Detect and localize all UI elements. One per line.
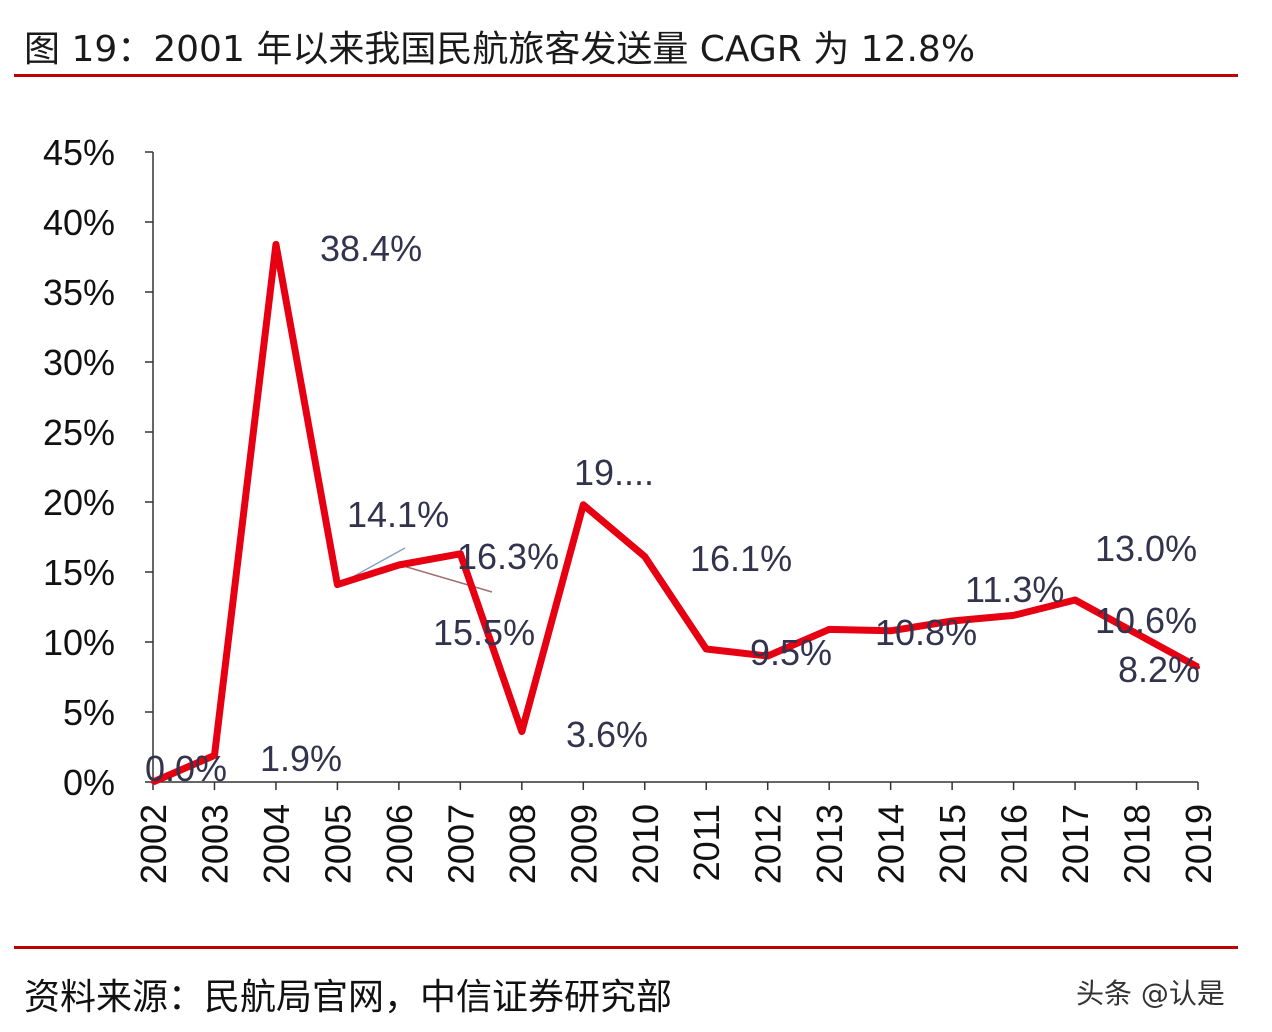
- data-label: 10.6%: [1095, 600, 1197, 641]
- y-tick-label: 10%: [43, 622, 115, 663]
- data-point: [1011, 613, 1016, 618]
- data-point: [396, 563, 401, 567]
- data-point: [704, 647, 709, 651]
- data-label: 9.5%: [750, 632, 832, 673]
- watermark: 头条 @认是: [1076, 977, 1225, 1010]
- data-point: [765, 654, 770, 658]
- data-label: 19....: [574, 452, 654, 493]
- data-point: [151, 780, 155, 784]
- data-point: [273, 242, 278, 247]
- x-tick-label: 2008: [502, 804, 543, 884]
- x-tick-label: 2015: [932, 804, 973, 884]
- data-label: 16.3%: [457, 536, 559, 577]
- x-tick-label: 2016: [994, 804, 1035, 884]
- y-tick-label: 45%: [43, 132, 115, 173]
- x-tick-label: 2007: [440, 804, 481, 884]
- data-point: [1134, 631, 1139, 636]
- figure-title: 图 19：2001 年以来我国民航旅客发送量 CAGR 为 12.8%: [24, 29, 976, 70]
- x-tick-label: 2019: [1178, 804, 1219, 884]
- data-point: [458, 551, 463, 556]
- data-label: 13.0%: [1095, 528, 1197, 569]
- data-point: [335, 582, 340, 587]
- data-label: 3.6%: [566, 714, 648, 755]
- leader-line: [399, 564, 493, 593]
- data-point: [827, 627, 832, 632]
- y-tick-label: 0%: [63, 762, 115, 803]
- x-tick-label: 2013: [809, 804, 850, 884]
- data-label: 0.0%: [145, 748, 227, 789]
- source-divider: [14, 946, 1238, 949]
- x-tick-label: 2012: [748, 804, 789, 884]
- x-tick-label: 2010: [625, 804, 666, 884]
- y-tick-label: 5%: [63, 692, 115, 733]
- x-tick-label: 2005: [317, 804, 358, 884]
- data-point: [581, 502, 586, 507]
- x-tick-label: 2004: [256, 804, 297, 884]
- data-line: [151, 240, 1200, 786]
- data-label: 14.1%: [347, 494, 449, 535]
- data-label: 1.9%: [260, 738, 342, 779]
- x-tick-label: 2003: [194, 804, 235, 884]
- y-tick-label: 40%: [43, 202, 115, 243]
- x-tick-label: 2006: [379, 804, 420, 884]
- data-label: 16.1%: [690, 538, 792, 579]
- data-label: 8.2%: [1118, 649, 1200, 690]
- title-divider: [14, 74, 1238, 77]
- data-label: 11.3%: [965, 569, 1064, 610]
- data-label: 38.4%: [320, 228, 422, 269]
- y-tick-label: 30%: [43, 342, 115, 383]
- data-point: [1196, 665, 1200, 670]
- x-tick-label: 2011: [686, 804, 727, 881]
- y-tick-label: 20%: [43, 482, 115, 523]
- x-tick-label: 2002: [133, 804, 174, 884]
- data-point: [519, 729, 524, 734]
- data-point: [642, 554, 647, 559]
- x-tick-label: 2018: [1117, 804, 1158, 884]
- data-label: 10.8%: [875, 612, 977, 653]
- x-tick-label: 2009: [563, 804, 604, 884]
- y-tick-label: 15%: [43, 552, 115, 593]
- y-tick-label: 25%: [43, 412, 115, 453]
- data-point: [888, 628, 893, 633]
- source-note: 资料来源：民航局官网，中信证券研究部: [24, 977, 673, 1018]
- data-label: 15.5%: [433, 612, 535, 653]
- data-point: [1073, 598, 1078, 602]
- data-point: [212, 753, 217, 758]
- data-point: [950, 619, 955, 623]
- y-tick-label: 35%: [43, 272, 115, 313]
- x-tick-label: 2014: [871, 804, 912, 884]
- x-tick-label: 2017: [1055, 804, 1096, 884]
